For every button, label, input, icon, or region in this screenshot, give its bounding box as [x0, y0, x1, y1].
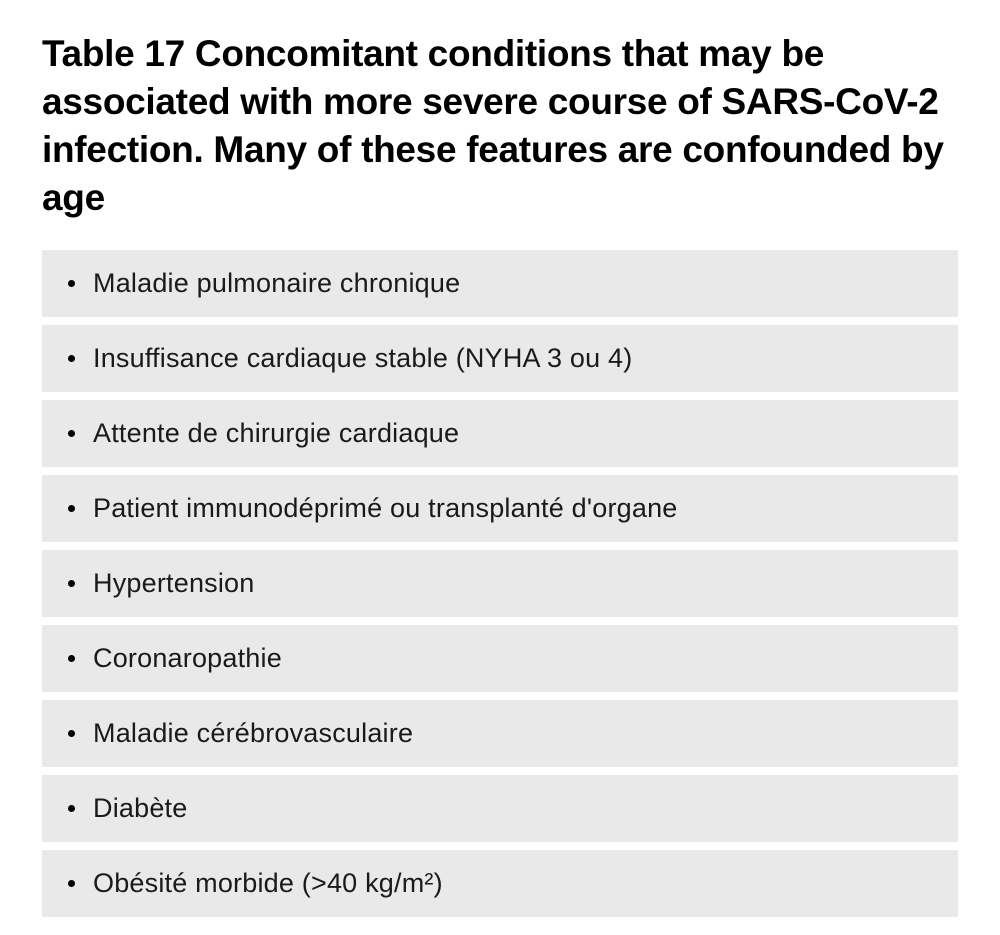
list-item: Attente de chirurgie cardiaque [42, 400, 958, 467]
bullet-icon [68, 430, 75, 437]
list-item-label: Maladie cérébrovasculaire [93, 718, 413, 749]
list-item: Hypertension [42, 550, 958, 617]
list-item: Maladie pulmonaire chronique [42, 250, 958, 317]
list-item-label: Maladie pulmonaire chronique [93, 268, 460, 299]
conditions-list: Maladie pulmonaire chronique Insuffisanc… [42, 250, 958, 917]
bullet-icon [68, 730, 75, 737]
bullet-icon [68, 805, 75, 812]
list-item: Coronaropathie [42, 625, 958, 692]
list-item-label: Insuffisance cardiaque stable (NYHA 3 ou… [93, 343, 632, 374]
bullet-icon [68, 580, 75, 587]
bullet-icon [68, 280, 75, 287]
list-item-label: Diabète [93, 793, 187, 824]
list-item: Obésité morbide (>40 kg/m²) [42, 850, 958, 917]
table-title: Table 17 Concomitant conditions that may… [42, 30, 958, 222]
list-item-label: Obésité morbide (>40 kg/m²) [93, 868, 443, 899]
list-item: Diabète [42, 775, 958, 842]
list-item-label: Coronaropathie [93, 643, 282, 674]
list-item-label: Attente de chirurgie cardiaque [93, 418, 459, 449]
list-item-label: Hypertension [93, 568, 255, 599]
list-item: Maladie cérébrovasculaire [42, 700, 958, 767]
bullet-icon [68, 655, 75, 662]
list-item-label: Patient immunodéprimé ou transplanté d'o… [93, 493, 678, 524]
bullet-icon [68, 880, 75, 887]
list-item: Insuffisance cardiaque stable (NYHA 3 ou… [42, 325, 958, 392]
list-item: Patient immunodéprimé ou transplanté d'o… [42, 475, 958, 542]
bullet-icon [68, 505, 75, 512]
bullet-icon [68, 355, 75, 362]
